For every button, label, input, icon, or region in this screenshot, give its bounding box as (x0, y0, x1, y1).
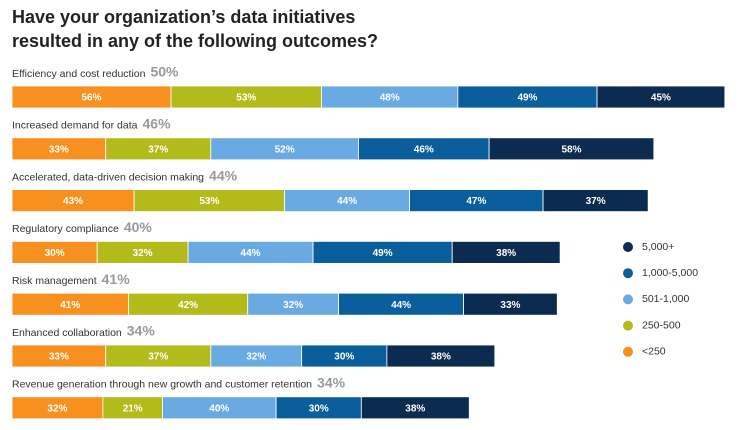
value-label: 32% (283, 300, 303, 311)
chart-title: Have your organization’s data initiative… (12, 7, 355, 27)
bar-segment (451, 240, 561, 264)
value-label: 37% (586, 196, 606, 207)
value-label: 21% (123, 403, 143, 414)
value-label: 56% (82, 93, 102, 104)
bar-segment (488, 137, 655, 161)
value-label: 37% (148, 144, 168, 155)
category-label: Accelerated, data-driven decision making (12, 171, 204, 183)
legend-label: 501-1,000 (642, 293, 689, 305)
overall-label: 34% (317, 375, 346, 391)
value-label: 32% (47, 403, 67, 414)
legend-marker (623, 346, 633, 357)
value-label: 53% (236, 93, 256, 104)
legend-marker (623, 268, 633, 279)
bar-segment (596, 85, 726, 109)
bar-segment (386, 344, 496, 368)
value-label: 46% (414, 144, 434, 155)
category-label: Efficiency and cost reduction (12, 68, 146, 80)
overall-label: 40% (124, 219, 153, 235)
value-label: 42% (178, 300, 198, 311)
value-label: 44% (241, 248, 261, 259)
value-label: 44% (337, 196, 357, 207)
value-label: 48% (380, 93, 400, 104)
value-label: 33% (49, 352, 69, 363)
value-label: 32% (246, 352, 266, 363)
value-label: 58% (561, 144, 581, 155)
legend-marker (623, 242, 633, 252)
overall-label: 50% (150, 64, 179, 80)
value-label: 38% (496, 248, 516, 259)
value-label: 52% (275, 144, 295, 155)
value-label: 53% (199, 196, 219, 207)
value-label: 33% (500, 300, 520, 311)
value-label: 49% (373, 248, 393, 259)
overall-label: 46% (143, 116, 172, 132)
value-label: 38% (431, 352, 451, 363)
value-label: 37% (148, 352, 168, 363)
value-label: 47% (466, 196, 486, 207)
bar-segment (542, 189, 649, 213)
value-label: 43% (63, 196, 83, 207)
legend-label: <250 (642, 346, 666, 358)
category-label: Revenue generation through new growth an… (12, 379, 312, 391)
legend-label: 250-500 (642, 319, 681, 331)
overall-label: 41% (102, 271, 131, 287)
value-label: 30% (334, 352, 354, 363)
category-label: Enhanced collaboration (12, 327, 122, 339)
category-label: Risk management (12, 275, 97, 287)
value-label: 49% (517, 93, 537, 104)
legend-label: 5,000+ (642, 241, 674, 253)
legend-marker (623, 294, 633, 305)
value-label: 40% (209, 403, 229, 414)
legend-marker (623, 320, 633, 331)
value-label: 33% (49, 144, 69, 155)
legend-label: 1,000-5,000 (642, 267, 698, 279)
category-label: Regulatory compliance (12, 223, 119, 235)
chart-title: resulted in any of the following outcome… (12, 31, 378, 51)
value-label: 41% (60, 300, 80, 311)
value-label: 30% (45, 248, 65, 259)
bar-segment (463, 292, 558, 316)
overall-label: 44% (209, 167, 238, 183)
overall-label: 34% (127, 323, 156, 339)
value-label: 32% (133, 248, 153, 259)
value-label: 38% (405, 403, 425, 414)
bar-segment (360, 396, 470, 420)
value-label: 44% (391, 300, 411, 311)
value-label: 45% (651, 93, 671, 104)
value-label: 30% (309, 403, 329, 414)
category-label: Increased demand for data (12, 120, 138, 132)
